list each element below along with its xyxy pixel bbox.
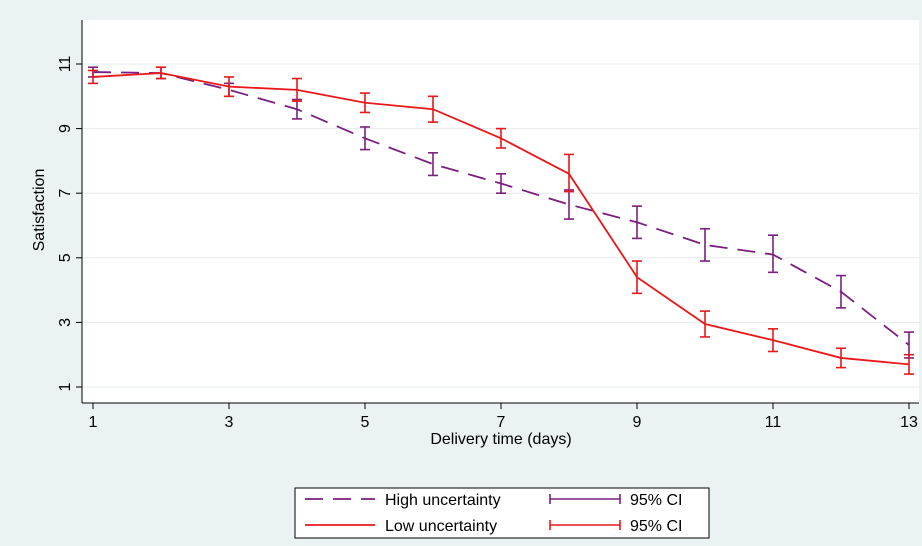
ci-bar <box>564 153 574 193</box>
y-tick-label: 3 <box>57 318 74 327</box>
series-layer <box>88 66 914 375</box>
ci-bar <box>632 260 642 295</box>
y-tick-label: 9 <box>57 124 74 133</box>
x-tick-label: 9 <box>633 414 642 431</box>
x-tick-label: 3 <box>225 414 234 431</box>
ci-bar <box>156 66 166 80</box>
ci-bar <box>224 76 234 98</box>
legend-box <box>294 487 710 539</box>
ci-bar <box>360 126 370 151</box>
legend-label: High uncertainty <box>385 492 501 509</box>
y-axis-title: Satisfaction <box>31 169 48 252</box>
legend-item: 95% CI <box>549 492 682 509</box>
x-tick-label: 1 <box>89 414 98 431</box>
legend-label: 95% CI <box>630 518 682 535</box>
x-tick-label: 13 <box>900 414 918 431</box>
ci-bar <box>292 77 302 102</box>
y-tick-label: 7 <box>57 189 74 198</box>
legend-label: 95% CI <box>630 492 682 509</box>
ci-bar <box>768 234 778 274</box>
ci-bar <box>700 227 710 262</box>
ci-bar <box>496 127 506 149</box>
ci-bar <box>904 353 914 375</box>
x-axis-title: Delivery time (days) <box>430 431 571 448</box>
ci-bar <box>836 347 846 369</box>
ci-bar <box>88 69 98 85</box>
ci-bar <box>428 152 438 177</box>
y-tick-label: 11 <box>57 56 74 73</box>
ci-bar <box>700 310 710 338</box>
legend-item: Low uncertainty <box>305 518 497 535</box>
ci-bar <box>360 92 370 114</box>
ci-bar <box>768 328 778 353</box>
x-tick-label: 5 <box>361 414 370 431</box>
ci-bar <box>428 95 438 123</box>
ci-bar <box>836 274 846 309</box>
legend-label: Low uncertainty <box>385 518 497 535</box>
y-tick-label: 5 <box>57 253 74 262</box>
ci-bar <box>496 173 506 194</box>
ci-bar <box>632 205 642 240</box>
x-tick-label: 11 <box>765 414 782 431</box>
x-tick-label: 7 <box>497 414 506 431</box>
legend: High uncertainty 95% CI Low uncertainty 95%… <box>294 487 710 539</box>
y-tick-label: 1 <box>57 382 74 391</box>
legend-item: High uncertainty <box>305 492 501 509</box>
plot-area <box>82 20 919 403</box>
legend-item: 95% CI <box>549 518 682 535</box>
